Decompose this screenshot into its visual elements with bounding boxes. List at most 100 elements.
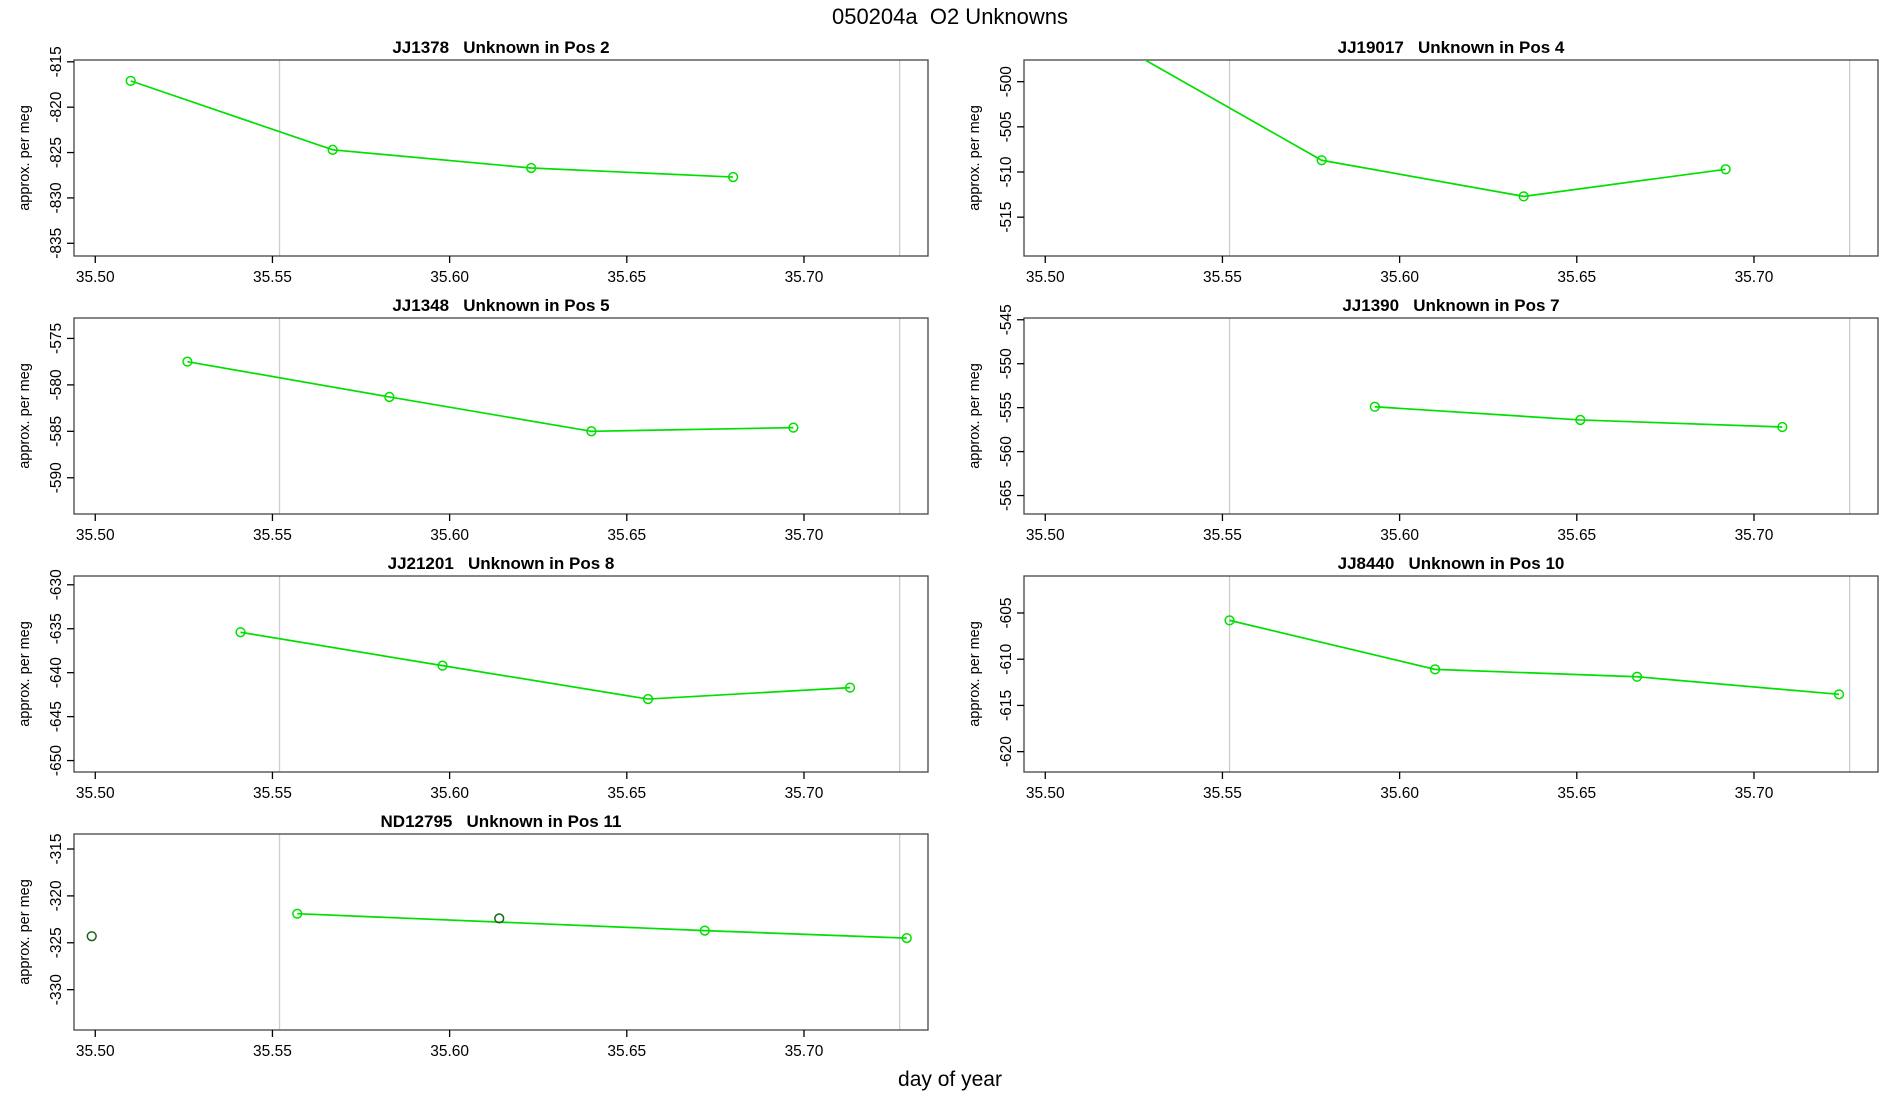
x-tick-label: 35.65 — [607, 269, 646, 286]
y-axis-label: approx. per meg — [967, 363, 983, 469]
y-tick-label: -645 — [48, 701, 65, 732]
x-tick-label: 35.70 — [785, 785, 824, 802]
x-tick-label: 35.60 — [430, 785, 469, 802]
x-tick-label: 35.50 — [1026, 527, 1065, 544]
subplot-title: JJ21201 Unknown in Pos 8 — [388, 554, 615, 573]
figure-title: 050204a O2 Unknowns — [831, 4, 1069, 29]
x-tick-label: 35.65 — [1557, 269, 1596, 286]
y-tick-label: -565 — [998, 480, 1015, 511]
data-point-marker-analysis-run — [1224, 615, 1235, 626]
y-axis-label: approx. per meg — [967, 105, 983, 211]
data-point-marker-analysis-run — [1316, 155, 1327, 166]
data-point-marker-analysis-run — [327, 144, 338, 155]
x-tick-label: 35.55 — [253, 785, 292, 802]
x-tick-label: 35.60 — [430, 527, 469, 544]
x-tick-label: 35.55 — [253, 1043, 292, 1060]
y-tick-label: -605 — [998, 597, 1015, 628]
data-point-marker-analysis-run — [1777, 421, 1788, 433]
data-point-marker-analysis-run — [437, 660, 448, 671]
x-tick-label: 35.60 — [430, 269, 469, 286]
y-tick-label: -550 — [998, 348, 1015, 379]
x-tick-label: 35.60 — [1380, 785, 1419, 802]
subplot-jj19017: 35.50 35.55 35.60 35.65 35.70 -500 -505 -510 -51… — [967, 38, 1879, 286]
y-tick-label: -640 — [48, 657, 65, 688]
x-tick-label: 35.55 — [253, 527, 292, 544]
x-tick-label: 35.65 — [607, 527, 646, 544]
data-point-marker-analysis-run — [642, 693, 654, 705]
y-tick-label: -650 — [48, 745, 65, 776]
y-tick-label: -315 — [48, 833, 65, 864]
y-tick-label: -820 — [48, 91, 65, 122]
plot-box — [73, 833, 929, 1031]
plot-box — [73, 59, 929, 257]
x-tick-label: 35.70 — [1735, 527, 1774, 544]
y-axis-label: approx. per meg — [17, 105, 33, 211]
y-tick-label: -515 — [998, 202, 1015, 233]
y-tick-label: -555 — [998, 392, 1015, 423]
data-point-marker-flagged-points — [86, 931, 97, 942]
data-point-marker-analysis-run — [1115, 41, 1124, 50]
x-axis-label: day of year — [898, 1068, 1002, 1091]
x-tick-label: 35.60 — [1380, 527, 1419, 544]
series-line-analysis-run — [1374, 405, 1783, 428]
x-tick-label: 35.50 — [76, 1043, 115, 1060]
y-tick-label: -505 — [998, 111, 1015, 142]
subplot-jj21201: 35.50 35.55 35.60 35.65 35.70 -630 -635 -640 -64… — [17, 554, 929, 802]
data-point-marker-analysis-run — [586, 426, 597, 437]
y-axis-label: approx. per meg — [17, 363, 33, 469]
x-tick-label: 35.70 — [785, 527, 824, 544]
y-tick-label: -635 — [48, 613, 65, 644]
data-point-marker-analysis-run — [1833, 689, 1845, 700]
plot-box — [1023, 59, 1879, 257]
y-tick-label: -510 — [998, 156, 1015, 187]
subplot-title: ND12795 Unknown in Pos 11 — [381, 812, 622, 831]
plot-box — [73, 575, 929, 773]
x-tick-label: 35.70 — [785, 269, 824, 286]
x-tick-label: 35.60 — [1380, 269, 1419, 286]
x-tick-label: 35.50 — [76, 785, 115, 802]
data-point-marker-analysis-run — [1720, 164, 1731, 175]
y-tick-label: -590 — [48, 462, 65, 493]
data-point-marker-analysis-run — [699, 925, 710, 936]
y-tick-label: -560 — [998, 436, 1015, 467]
subplot-jj8440: 35.50 35.55 35.60 35.65 35.70 -605 -610 -615 -62… — [967, 554, 1879, 802]
x-tick-label: 35.55 — [1203, 527, 1242, 544]
y-tick-label: -325 — [48, 927, 65, 958]
series-line-analysis-run — [240, 631, 851, 700]
data-point-marker-analysis-run — [901, 932, 912, 944]
y-tick-label: -610 — [998, 643, 1015, 674]
y-axis-label: approx. per meg — [17, 621, 33, 727]
x-tick-label: 35.65 — [1557, 785, 1596, 802]
data-point-marker-analysis-run — [1631, 671, 1643, 682]
x-tick-label: 35.55 — [1203, 269, 1242, 286]
y-tick-label: -815 — [48, 46, 65, 77]
series-line-analysis-run — [1229, 619, 1840, 696]
subplot-title: JJ1378 Unknown in Pos 2 — [392, 38, 609, 57]
x-tick-label: 35.50 — [1026, 785, 1065, 802]
subplot-title: JJ1390 Unknown in Pos 7 — [1342, 296, 1559, 315]
data-point-marker-analysis-run — [1369, 401, 1380, 412]
x-tick-label: 35.65 — [607, 1043, 646, 1060]
x-tick-label: 35.65 — [1557, 527, 1596, 544]
data-point-marker-analysis-run — [182, 356, 193, 367]
y-tick-label: -330 — [48, 974, 65, 1005]
y-tick-label: -620 — [998, 736, 1015, 767]
y-tick-label: -320 — [48, 880, 65, 911]
data-point-marker-analysis-run — [788, 422, 799, 433]
plot-box — [73, 317, 929, 515]
subplot-nd12795: 35.50 35.55 35.60 35.65 35.70 -315 -320 -325 -33… — [17, 812, 929, 1060]
data-point-marker-flagged-points — [494, 913, 505, 924]
x-tick-label: 35.70 — [1735, 785, 1774, 802]
y-axis-label: approx. per meg — [967, 621, 983, 727]
x-tick-label: 35.55 — [253, 269, 292, 286]
series-line-analysis-run — [130, 80, 734, 178]
data-point-marker-analysis-run — [1518, 191, 1529, 202]
subplot-jj1348: 35.50 35.55 35.60 35.65 35.70 -575 -580 -585 -59… — [17, 296, 929, 544]
data-point-marker-analysis-run — [235, 627, 246, 638]
y-tick-label: -825 — [48, 137, 65, 168]
x-tick-label: 35.70 — [785, 1043, 824, 1060]
x-tick-label: 35.50 — [76, 527, 115, 544]
subplot-jj1378: 35.50 35.55 35.60 35.65 35.70 -815 -820 -825 -83… — [17, 38, 929, 286]
y-tick-label: -835 — [48, 228, 65, 259]
data-point-marker-analysis-run — [1429, 664, 1441, 675]
